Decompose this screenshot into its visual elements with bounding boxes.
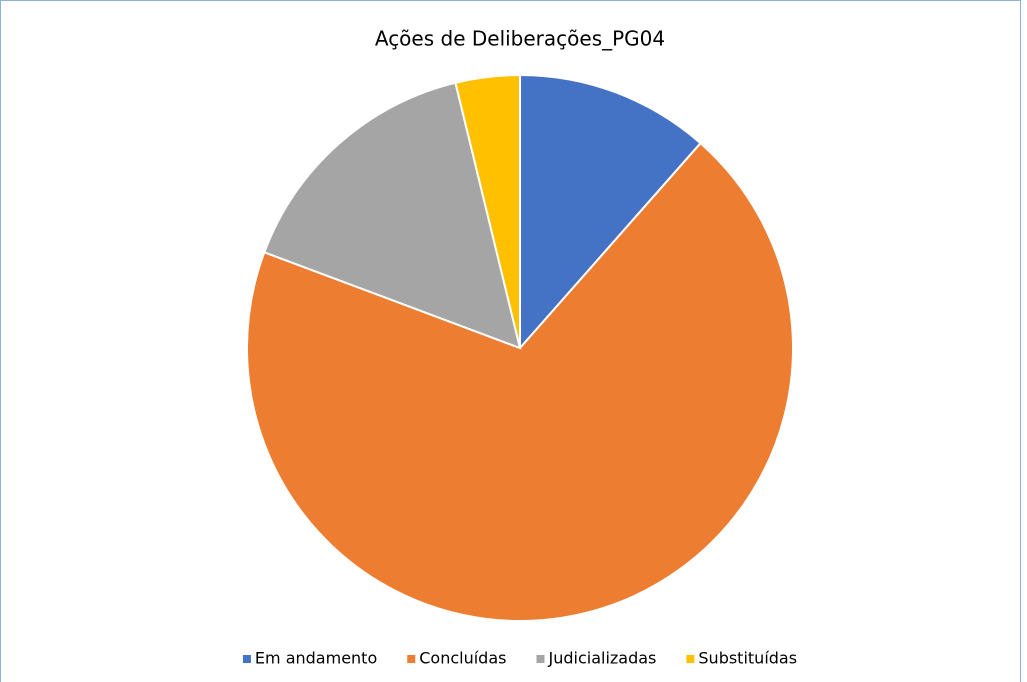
pie-slice [263,81,522,350]
legend-label: Em andamento [255,649,377,668]
legend-swatch [536,655,545,663]
pie-slice [246,141,794,622]
legend-swatch [407,655,416,663]
pie-slice [454,73,521,349]
legend-swatch [686,655,695,663]
legend-swatch [242,655,251,663]
legend-label: Judicializadas [547,649,656,668]
legend-label: Substituídas [698,649,797,668]
legend-label: Concluídas [419,649,506,668]
chart-title: Ações de Deliberações_PG04 [375,27,665,51]
pie-slice [519,73,702,351]
